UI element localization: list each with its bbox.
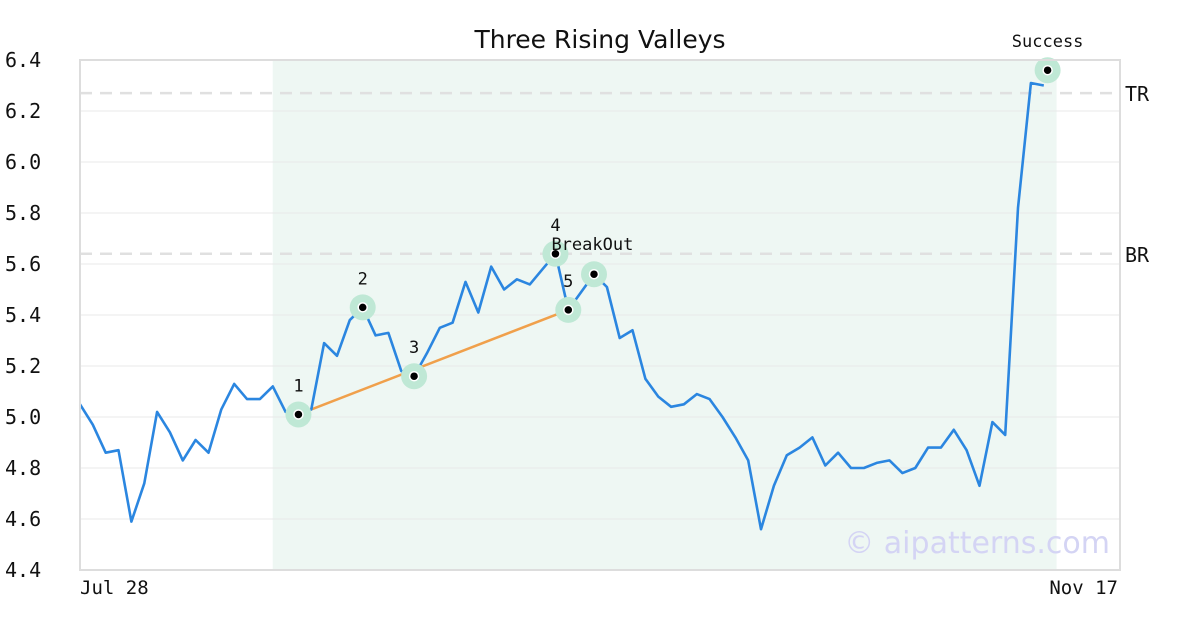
grid-layer [80, 110, 1120, 520]
x-tick-label-start: Jul 28 [80, 577, 149, 599]
y-axis-ticks: 6.4 6.2 6.0 5.8 5.6 5.4 5.2 5.0 4.8 4.6 4.4 [5, 48, 41, 582]
pattern-point-marker [357, 302, 368, 313]
plot-frame [79, 59, 1121, 571]
reference-lines: TR BR [80, 82, 1150, 267]
y-tick-label: 5.2 [5, 354, 41, 378]
trendline-layer [297, 308, 569, 416]
pattern-point-marker [293, 409, 304, 420]
pattern-point-label: 3 [409, 338, 419, 358]
pattern-point-marker [588, 268, 600, 280]
pattern-point-marker [1042, 64, 1053, 76]
pattern-point-marker [550, 248, 561, 260]
x-tick-label-end: Nov 17 [1049, 577, 1118, 599]
reference-label-br: BR [1125, 243, 1150, 267]
chart-title: Three Rising Valleys [473, 25, 725, 54]
breakout-annotation: BreakOut [551, 235, 633, 255]
pattern-point-label: 5 [563, 272, 573, 292]
valley-trendline [297, 308, 569, 416]
pattern-point-label: 4 [550, 216, 560, 236]
pattern-point-label: 1 [293, 376, 303, 396]
y-tick-label: 6.4 [5, 48, 41, 72]
y-tick-label: 4.4 [5, 558, 41, 582]
watermark: © aipatterns.com [844, 526, 1110, 561]
reference-label-tr: TR [1125, 82, 1150, 106]
y-tick-label: 5.6 [5, 252, 41, 276]
y-tick-label: 4.8 [5, 456, 41, 480]
pattern-point-marker [408, 370, 420, 382]
price-series-line [78, 81, 1045, 531]
pattern-point-label: Success [1012, 32, 1084, 52]
y-tick-label: 5.8 [5, 201, 41, 225]
pattern-point-marker [563, 304, 574, 316]
y-tick-label: 5.0 [5, 405, 41, 429]
pattern-point-label: 2 [358, 269, 368, 289]
y-tick-label: 4.6 [5, 507, 41, 531]
y-tick-label: 5.4 [5, 303, 41, 327]
pattern-points: 1 2 3 4 5 Success BreakOut [285, 32, 1084, 428]
series-layer [78, 81, 1045, 531]
y-tick-label: 6.2 [5, 99, 41, 123]
y-tick-label: 6.0 [5, 150, 41, 174]
